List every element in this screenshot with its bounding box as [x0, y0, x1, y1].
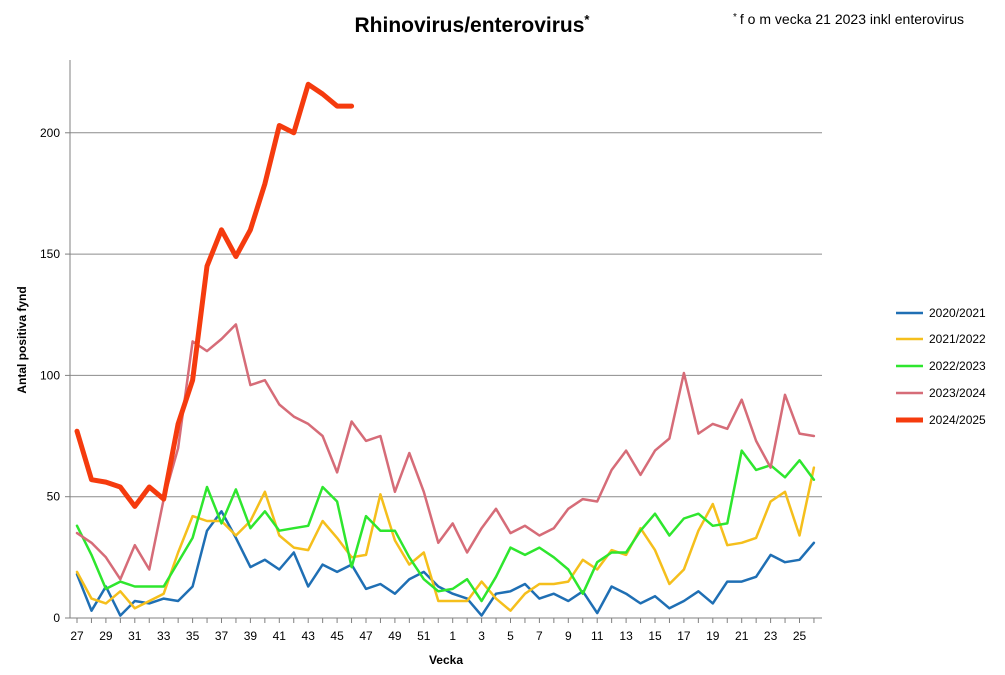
- legend-label: 2020/2021: [929, 306, 986, 320]
- chart-title-text: Rhinovirus/enterovirus: [355, 14, 585, 37]
- x-tick-label: 45: [330, 629, 344, 643]
- x-tick-label: 23: [764, 629, 778, 643]
- y-tick-label: 200: [40, 126, 60, 140]
- x-tick-label: 15: [648, 629, 662, 643]
- x-tick-labels: 27 29 31 33 35 37 39 41 43 45 47 49 51 1 3 5 7 9 11 13 15 17 1…: [70, 618, 815, 643]
- x-tick-label: 41: [273, 629, 287, 643]
- x-tick-label: 29: [99, 629, 113, 643]
- x-tick-label: 9: [565, 629, 572, 643]
- x-tick-label: 37: [215, 629, 229, 643]
- x-tick-label: 3: [478, 629, 485, 643]
- x-tick-label: 21: [735, 629, 749, 643]
- legend-label: 2024/2025: [929, 413, 986, 427]
- x-tick-label: 11: [591, 629, 604, 643]
- x-tick-label: 49: [388, 629, 402, 643]
- y-tick-label: 150: [40, 247, 60, 261]
- x-tick-label: 39: [244, 629, 258, 643]
- chart-note: * f o m vecka 21 2023 inkl enterovirus: [733, 11, 964, 27]
- series-line-2021-2022: [75, 466, 816, 612]
- x-tick-label: 25: [793, 629, 807, 643]
- series-lines: [74, 81, 816, 617]
- legend-label: 2021/2022: [929, 332, 986, 346]
- legend: 2020/2021 2021/2022 2022/2023 2023/2024 2024…: [896, 306, 986, 427]
- x-axis-label: Vecka: [429, 653, 463, 667]
- chart-title: Rhinovirus/enterovirus*: [355, 12, 591, 37]
- x-tick-label: 7: [536, 629, 543, 643]
- legend-label: 2023/2024: [929, 386, 986, 400]
- x-tick-label: 51: [417, 629, 431, 643]
- x-tick-label: 19: [706, 629, 720, 643]
- x-tick-label: 43: [302, 629, 316, 643]
- chart-note-text: f o m vecka 21 2023 inkl enterovirus: [740, 11, 964, 27]
- y-tick-label: 50: [47, 490, 61, 504]
- y-axis-label: Antal positiva fynd: [15, 286, 29, 393]
- chart-note-mark: *: [733, 12, 737, 23]
- x-tick-label: 27: [70, 629, 84, 643]
- x-tick-label: 47: [359, 629, 373, 643]
- x-tick-label: 1: [449, 629, 456, 643]
- gridlines: [70, 132, 822, 498]
- x-tick-label: 13: [619, 629, 633, 643]
- series-line-2022-2023: [75, 449, 816, 603]
- series-line-2023-2024: [75, 323, 816, 581]
- x-tick-label: 33: [157, 629, 171, 643]
- legend-label: 2022/2023: [929, 359, 986, 373]
- y-tick-label: 100: [40, 368, 60, 382]
- y-tick-labels: 0 50 100 150 200: [40, 126, 70, 625]
- x-tick-label: 17: [677, 629, 691, 643]
- y-tick-label: 0: [53, 611, 60, 625]
- x-tick-label: 5: [507, 629, 514, 643]
- chart-title-mark: *: [584, 12, 590, 27]
- series-line-2024-2025: [74, 81, 355, 509]
- svg-text:Rhinovirus/enterovirus*: Rhinovirus/enterovirus*: [355, 12, 591, 37]
- x-tick-label: 35: [186, 629, 200, 643]
- x-tick-label: 31: [128, 629, 142, 643]
